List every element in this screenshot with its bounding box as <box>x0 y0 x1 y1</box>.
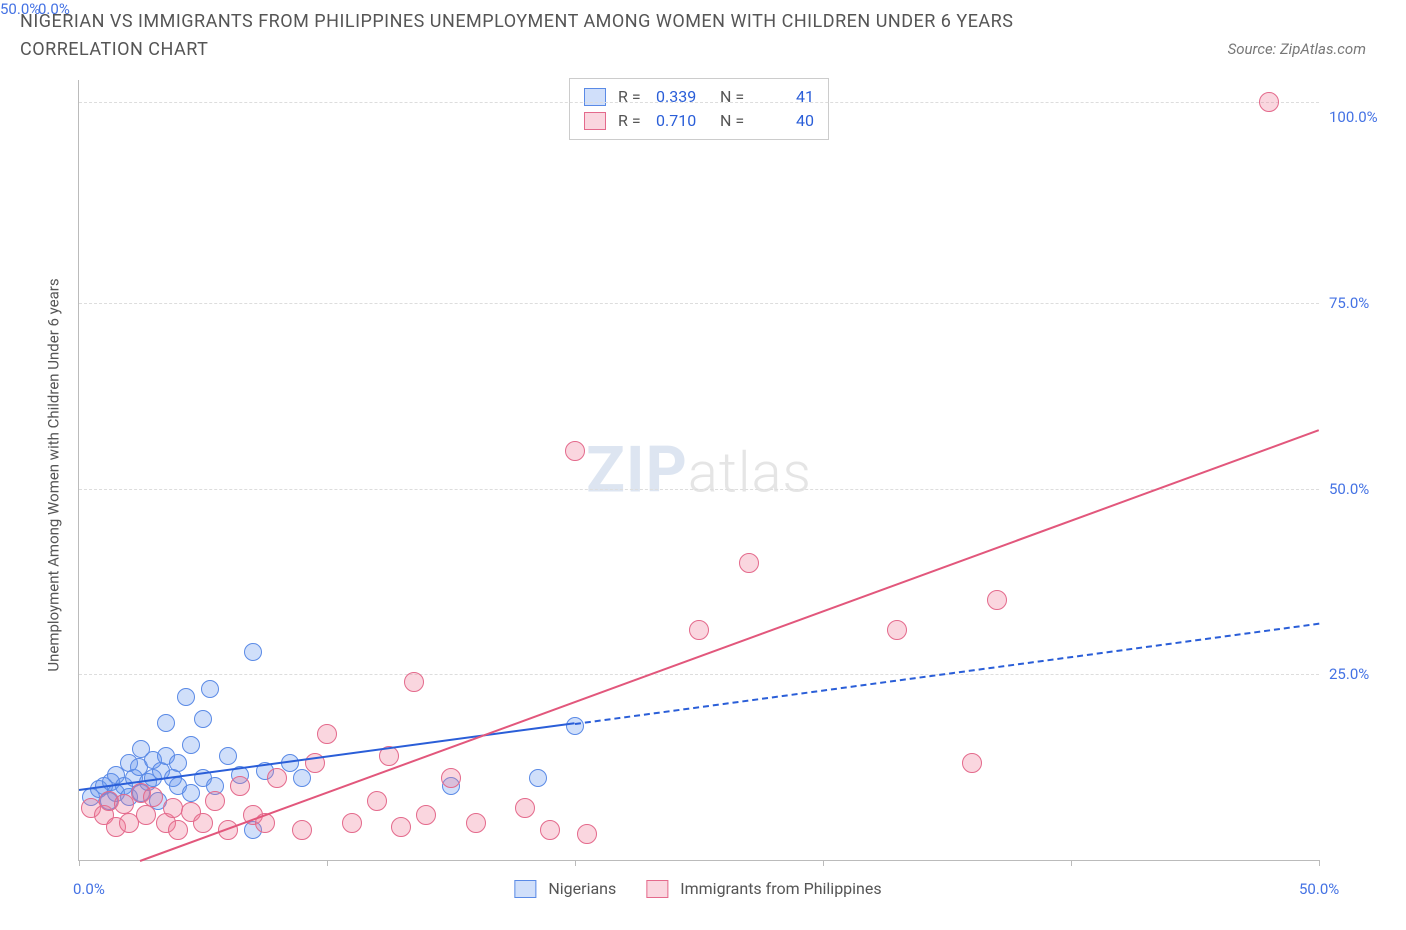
data-point <box>114 794 134 814</box>
data-point <box>267 768 287 788</box>
data-point <box>193 813 213 833</box>
x-tick <box>327 860 328 866</box>
x-tick <box>79 860 80 866</box>
x-tick-label: 50.0% <box>1299 880 1339 898</box>
legend-R-label: R = <box>618 85 648 109</box>
data-point <box>441 768 461 788</box>
gridline <box>79 674 1319 675</box>
x-tick-label: 50.0% <box>0 0 40 18</box>
legend-stat-row: R = 0.710 N = 40 <box>584 109 814 133</box>
x-tick <box>1071 860 1072 866</box>
legend-R-label: R = <box>618 109 648 133</box>
x-tick <box>575 860 576 866</box>
legend-N-value: 40 <box>758 109 814 133</box>
data-point <box>540 820 560 840</box>
gridline <box>79 489 1319 490</box>
watermark: ZIPatlas <box>586 433 812 508</box>
x-tick-label: 0.0% <box>38 0 70 18</box>
gridline <box>79 102 1319 103</box>
source-attribution: Source: ZipAtlas.com <box>1228 40 1366 58</box>
legend-series-item: Nigerians <box>514 879 616 898</box>
y-tick-label: 100.0% <box>1329 108 1389 126</box>
legend-R-value: 0.710 <box>656 109 712 133</box>
data-point <box>577 824 597 844</box>
data-point <box>205 791 225 811</box>
correlation-legend: R = 0.339 N = 41 R = 0.710 N = 40 <box>569 78 829 140</box>
legend-swatch <box>514 880 536 898</box>
legend-series-item: Immigrants from Philippines <box>646 879 881 898</box>
data-point <box>342 813 362 833</box>
legend-series-name: Nigerians <box>548 879 616 898</box>
data-point <box>515 798 535 818</box>
data-point <box>168 820 188 840</box>
data-point <box>143 787 163 807</box>
legend-N-label: N = <box>720 85 750 109</box>
scatter-plot-area: ZIPatlas R =0.339N =41R =0.710N =40 25.0… <box>78 80 1319 861</box>
data-point <box>529 769 547 787</box>
legend-swatch <box>584 112 606 130</box>
data-point <box>182 784 200 802</box>
data-point <box>177 688 195 706</box>
y-tick-label: 75.0% <box>1329 294 1389 312</box>
y-tick-label: 50.0% <box>1329 480 1389 498</box>
data-point <box>194 710 212 728</box>
y-tick-label: 25.0% <box>1329 665 1389 683</box>
data-point <box>219 747 237 765</box>
data-point <box>416 805 436 825</box>
legend-series-name: Immigrants from Philippines <box>680 879 881 898</box>
data-point <box>962 753 982 773</box>
data-point <box>391 817 411 837</box>
gridline <box>79 303 1319 304</box>
x-tick-label: 0.0% <box>73 880 105 898</box>
data-point <box>201 680 219 698</box>
series-legend: Nigerians Immigrants from Philippines <box>514 879 881 898</box>
data-point <box>1259 92 1279 112</box>
chart-title: NIGERIAN VS IMMIGRANTS FROM PHILIPPINES … <box>20 8 1120 64</box>
legend-swatch <box>646 880 668 898</box>
legend-R-value: 0.339 <box>656 85 712 109</box>
x-tick <box>1319 860 1320 866</box>
data-point <box>887 620 907 640</box>
data-point <box>739 553 759 573</box>
data-point <box>182 736 200 754</box>
data-point <box>169 754 187 772</box>
data-point <box>565 441 585 461</box>
data-point <box>367 791 387 811</box>
data-point <box>404 672 424 692</box>
data-point <box>244 643 262 661</box>
data-point <box>317 724 337 744</box>
data-point <box>987 590 1007 610</box>
data-point <box>157 714 175 732</box>
data-point <box>230 776 250 796</box>
data-point <box>136 805 156 825</box>
data-point <box>689 620 709 640</box>
legend-N-label: N = <box>720 109 750 133</box>
legend-N-value: 41 <box>758 85 814 109</box>
data-point <box>566 717 584 735</box>
x-tick <box>823 860 824 866</box>
data-point <box>292 820 312 840</box>
data-point <box>466 813 486 833</box>
legend-swatch <box>584 88 606 106</box>
legend-stat-row: R = 0.339 N = 41 <box>584 85 814 109</box>
y-axis-label: Unemployment Among Women with Children U… <box>44 80 64 870</box>
